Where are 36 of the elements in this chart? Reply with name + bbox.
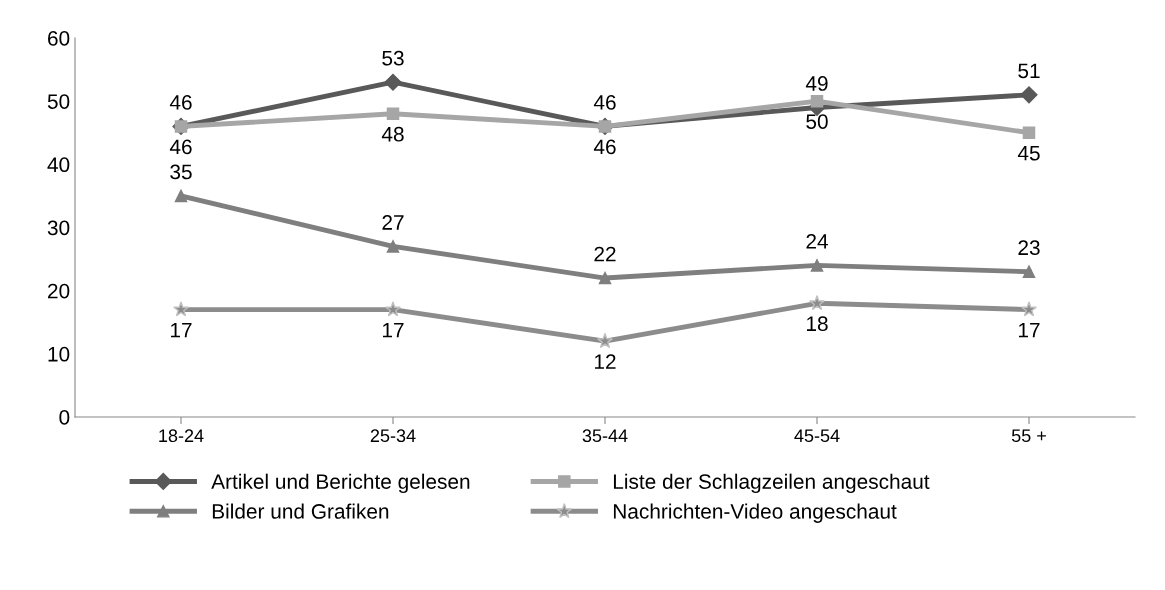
legend-label: Nachrichten-Video angeschaut <box>613 503 897 523</box>
y-tick-label: 0 <box>59 410 70 425</box>
data-label: 22 <box>594 246 616 262</box>
data-label: 51 <box>1018 63 1040 79</box>
data-label: 24 <box>806 234 828 249</box>
data-label: 46 <box>593 95 616 110</box>
x-tick-label: 18-24 <box>159 429 204 443</box>
y-tick-label: 20 <box>48 283 70 299</box>
x-tick-label: 45-54 <box>794 429 840 443</box>
legend-label: Bilder und Grafiken <box>212 503 389 519</box>
data-label: 12 <box>595 354 616 369</box>
y-tick-label: 60 <box>48 31 70 46</box>
y-tick-label: 40 <box>47 157 70 173</box>
data-label: 49 <box>805 76 828 91</box>
x-tick-label: 25-34 <box>370 429 416 443</box>
data-label: 17 <box>171 322 192 338</box>
y-tick-label: 30 <box>47 220 70 236</box>
data-label: 50 <box>806 114 828 129</box>
legend-label: Liste der Schlagzeilen angeschaut <box>613 473 930 494</box>
data-label: 53 <box>382 50 404 66</box>
data-label: 17 <box>383 322 404 338</box>
data-label: 45 <box>1017 146 1040 161</box>
y-tick-label: 50 <box>47 94 70 109</box>
legend-label: Artikel und Berichte gelesen <box>211 473 470 494</box>
data-label: 46 <box>169 95 192 110</box>
y-tick-label: 10 <box>48 346 70 362</box>
data-label: 17 <box>1019 322 1040 338</box>
data-label: 18 <box>807 316 828 332</box>
data-label: 35 <box>170 164 192 180</box>
data-label: 46 <box>169 139 192 155</box>
data-label: 23 <box>1018 240 1040 256</box>
data-label: 27 <box>382 215 404 230</box>
data-label: 48 <box>381 126 404 142</box>
x-tick-label: 55 + <box>1011 429 1046 443</box>
data-label: 46 <box>593 139 616 155</box>
x-tick-label: 35-44 <box>582 429 628 443</box>
